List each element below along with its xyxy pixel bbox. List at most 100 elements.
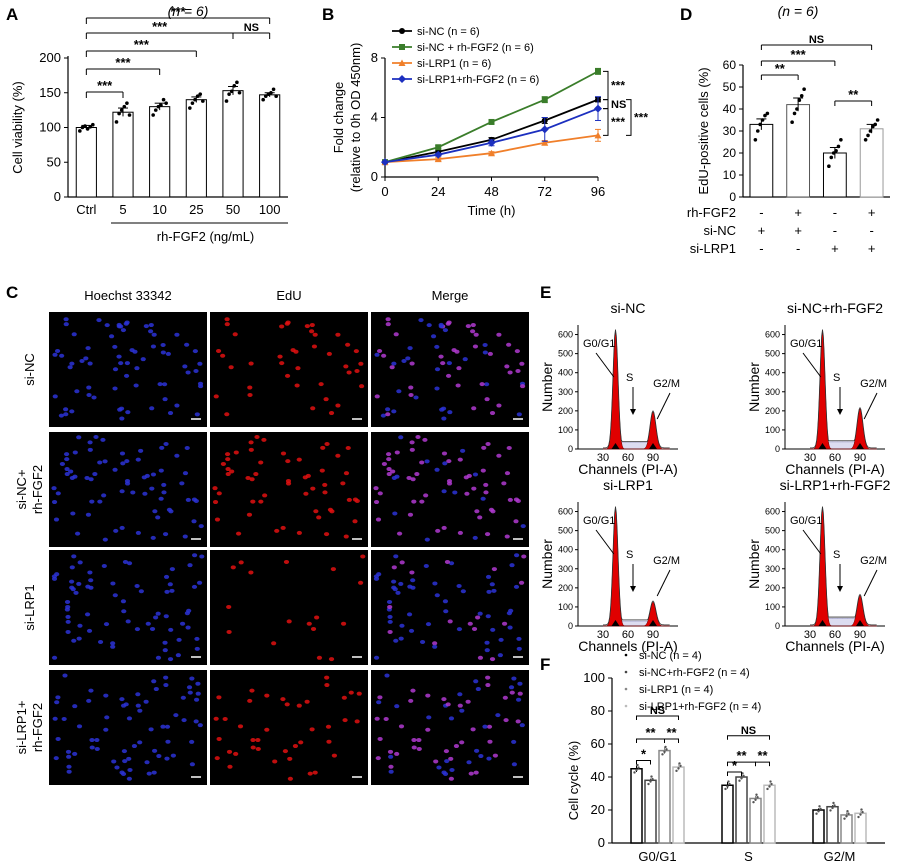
nucleus-red: [319, 468, 325, 473]
nucleus-red: [248, 361, 254, 366]
nucleus-red: [225, 467, 231, 472]
nucleus-merge: [445, 321, 451, 326]
nucleus-red: [226, 749, 233, 754]
y-tick-label: 600: [765, 507, 780, 517]
nucleus-blue: [112, 593, 118, 598]
nucleus-merge: [442, 461, 448, 466]
column-header: EdU: [276, 288, 301, 303]
nucleus-blue: [87, 361, 93, 366]
peak-label: G2/M: [653, 378, 680, 390]
y-tick-label: 300: [558, 564, 573, 574]
x-tick-label: Ctrl: [76, 202, 96, 217]
nucleus-blue: [193, 369, 199, 374]
nucleus-merge: [511, 762, 517, 767]
nucleus-blue: [53, 517, 60, 522]
nucleus-merge: [426, 323, 432, 328]
nucleus-merge: [513, 497, 520, 502]
nucleus-blue: [119, 525, 125, 530]
nucleus-blue: [86, 393, 92, 398]
nucleus-red: [230, 565, 236, 570]
nucleus-merge: [405, 356, 411, 361]
nucleus-merge: [487, 739, 493, 744]
nucleus-merge: [489, 411, 496, 416]
nucleus-merge: [434, 367, 441, 372]
nucleus-blue: [104, 323, 110, 328]
data-point: [664, 745, 667, 749]
nucleus-blue: [72, 474, 78, 479]
sig-bracket: [636, 715, 679, 720]
x-tick-label: 90: [854, 452, 866, 464]
nucleus-blue: [88, 585, 94, 590]
nucleus-merge: [485, 614, 491, 619]
y-tick-label: 0: [598, 835, 605, 850]
y-tick-label: 4: [371, 110, 378, 125]
nucleus-blue: [65, 749, 72, 754]
sig-label: ***: [634, 111, 648, 125]
peak-marker: [649, 620, 657, 626]
condition-sign: -: [759, 205, 763, 220]
nucleus-merge: [489, 582, 495, 587]
data-point: [861, 810, 864, 814]
nucleus-red: [324, 683, 330, 688]
nucleus-red: [233, 751, 239, 756]
nucleus-blue: [158, 468, 164, 473]
nucleus-blue: [86, 698, 92, 703]
data-point: [738, 779, 741, 782]
peak-label: S: [833, 549, 840, 561]
data-point: [860, 808, 863, 811]
nucleus-red: [326, 739, 332, 744]
x-tick-label: 48: [484, 184, 498, 199]
nucleus-blue: [94, 746, 100, 751]
nucleus-merge: [442, 328, 449, 333]
x-tick-label: 72: [538, 184, 552, 199]
nucleus-blue: [197, 361, 203, 366]
nucleus-merge: [482, 343, 488, 348]
nucleus-red: [271, 641, 277, 646]
nucleus-blue: [153, 687, 159, 692]
panel-d-n-label: (n = 6): [778, 3, 819, 19]
nucleus-merge: [470, 323, 476, 328]
nucleus-merge: [409, 447, 415, 452]
y-axis-label-2: (relative to 0h OD 450nm): [348, 43, 363, 193]
data-point: [740, 777, 743, 780]
nucleus-blue: [158, 496, 164, 501]
x-tick-label: 30: [597, 629, 609, 641]
nucleus-red: [225, 457, 231, 462]
nucleus-merge: [399, 623, 405, 628]
condition-sign: +: [794, 223, 802, 238]
nucleus-blue: [140, 357, 146, 362]
nucleus-merge: [489, 657, 496, 662]
nucleus-blue: [66, 764, 72, 769]
y-tick-label: 20: [723, 146, 737, 160]
nucleus-red: [224, 317, 230, 322]
nucleus-blue: [163, 574, 170, 579]
sig-label: NS: [650, 705, 665, 717]
nucleus-blue: [66, 754, 72, 759]
nucleus-merge: [434, 386, 440, 391]
nucleus-blue: [123, 702, 129, 707]
nucleus-blue: [185, 625, 191, 630]
nucleus-red: [316, 655, 323, 660]
panel-letter-a: A: [6, 5, 18, 24]
data-point: [88, 125, 93, 129]
nucleus-red: [328, 411, 335, 416]
nucleus-red: [292, 744, 299, 749]
y-tick-label: 500: [765, 349, 780, 359]
data-point: [847, 812, 850, 815]
nucleus-merge: [410, 477, 416, 482]
nucleus-merge: [394, 704, 400, 709]
nucleus-red: [340, 481, 346, 486]
condition-sign: -: [759, 241, 763, 256]
row-label-line: rh-FGF2: [30, 703, 45, 752]
nucleus-blue: [144, 473, 150, 478]
histogram-title: si-LRP1: [603, 477, 653, 493]
data-point: [190, 101, 195, 105]
nucleus-blue: [195, 681, 201, 686]
nucleus-merge: [406, 612, 413, 617]
peak-marker: [611, 620, 620, 626]
data-point: [229, 89, 234, 94]
nucleus-blue: [163, 442, 169, 447]
x-tick-label: 10: [152, 202, 166, 217]
nucleus-blue: [179, 621, 186, 626]
